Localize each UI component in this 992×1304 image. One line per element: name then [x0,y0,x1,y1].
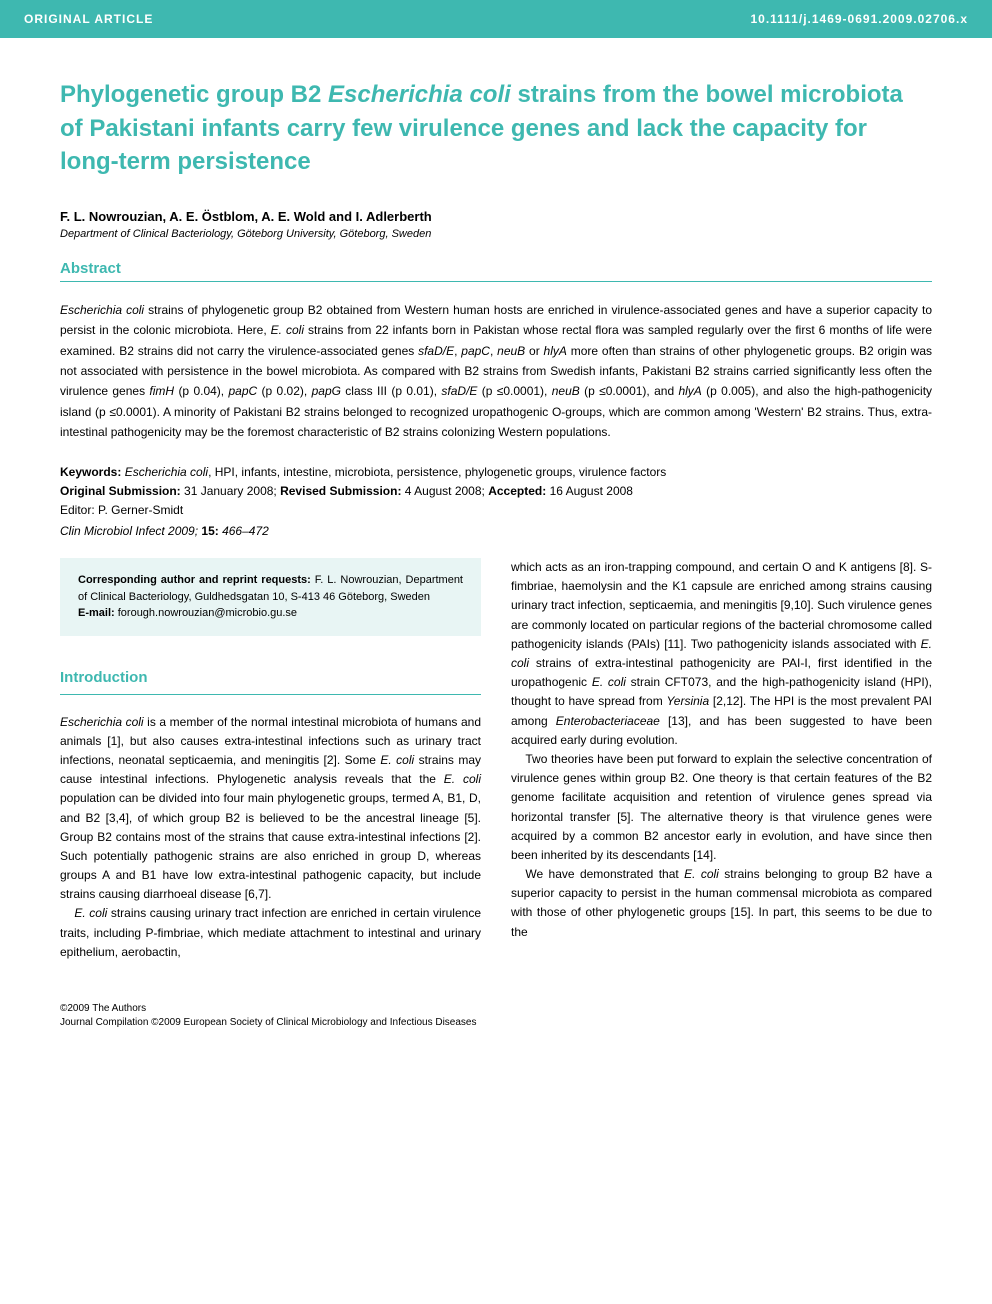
intro-paragraph-3: which acts as an iron-trapping compound,… [511,558,932,750]
article-type: ORIGINAL ARTICLE [24,12,153,26]
citation-line: Clin Microbiol Infect 2009; 15: 466–472 [60,524,932,538]
authors: F. L. Nowrouzian, A. E. Östblom, A. E. W… [60,209,932,224]
footer-line-1: ©2009 The Authors [60,1002,932,1016]
right-column: which acts as an iron-trapping compound,… [511,558,932,962]
article-header-bar: ORIGINAL ARTICLE 10.1111/j.1469-0691.200… [0,0,992,38]
editor-line: Editor: P. Gerner-Smidt [60,501,932,520]
introduction-heading: Introduction [60,666,481,695]
abstract-heading: Abstract [60,260,932,282]
keywords-line: Keywords: Escherichia coli, HPI, infants… [60,463,932,482]
page-footer: ©2009 The Authors Journal Compilation ©2… [0,982,992,1060]
affiliation: Department of Clinical Bacteriology, Göt… [60,228,932,240]
corresponding-author-box: Corresponding author and reprint request… [60,558,481,636]
intro-paragraph-5: We have demonstrated that E. coli strain… [511,865,932,942]
abstract-text: Escherichia coli strains of phylogenetic… [60,300,932,443]
article-doi: 10.1111/j.1469-0691.2009.02706.x [750,12,968,26]
intro-paragraph-4: Two theories have been put forward to ex… [511,750,932,865]
left-column: Corresponding author and reprint request… [60,558,481,962]
intro-paragraph-2: E. coli strains causing urinary tract in… [60,904,481,962]
footer-line-2: Journal Compilation ©2009 European Socie… [60,1016,932,1030]
article-title: Phylogenetic group B2 Escherichia coli s… [60,78,932,179]
intro-paragraph-1: Escherichia coli is a member of the norm… [60,713,481,905]
submission-line: Original Submission: 31 January 2008; Re… [60,482,932,501]
